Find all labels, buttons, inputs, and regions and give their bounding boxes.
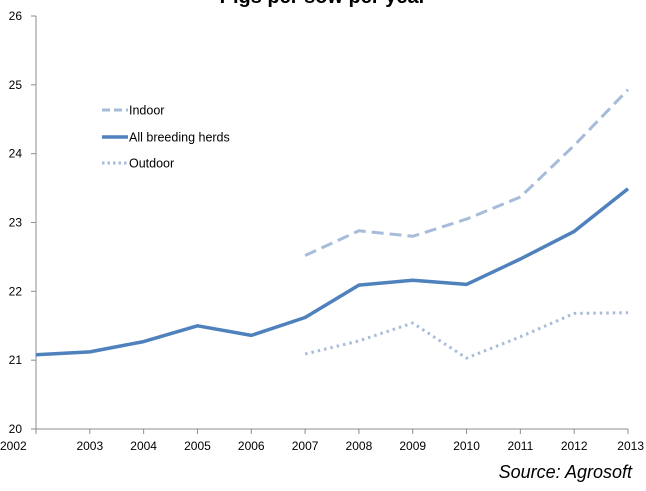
y-tick-label: 26 — [9, 9, 23, 23]
x-tick-label: 2002 — [0, 439, 27, 453]
y-tick-label: 24 — [9, 147, 23, 161]
x-tick-label: 2005 — [184, 439, 211, 453]
series-line-outdoor — [304, 311, 629, 360]
chart-series — [35, 88, 630, 360]
y-tick-label: 25 — [9, 78, 23, 92]
legend-label-outdoor: Outdoor — [129, 157, 174, 171]
x-tick-label: 2013 — [617, 439, 644, 453]
source-note: Source: Agrosoft — [498, 462, 632, 482]
y-tick-label: 22 — [9, 284, 23, 298]
series-line-all-breeding-herds — [35, 187, 630, 357]
chart-title: Pigs per sow per year — [0, 0, 646, 9]
x-tick-label: 2010 — [453, 439, 480, 453]
series-line-indoor — [304, 88, 630, 257]
legend-label-indoor: Indoor — [129, 104, 164, 118]
x-tick-label: 2011 — [507, 439, 533, 453]
x-tick-label: 2009 — [399, 439, 426, 453]
x-tick-label: 2006 — [238, 439, 265, 453]
x-tick-label: 2003 — [76, 439, 103, 453]
chart-legend: Indoor All breeding herds Outdoor — [102, 104, 230, 171]
x-tick-label: 2004 — [130, 439, 157, 453]
y-tick-label: 21 — [9, 353, 23, 367]
x-tick-label: 2008 — [346, 439, 373, 453]
y-tick-label: 23 — [9, 216, 23, 230]
x-tick-label: 2012 — [561, 439, 588, 453]
chart-axes: 20 21 22 23 24 25 26 2002 2003 2004 2005 2006 2007 20… — [0, 9, 644, 453]
legend-label-all-breeding-herds: All breeding herds — [129, 131, 230, 145]
y-tick-label: 20 — [9, 422, 23, 436]
x-tick-label: 2007 — [292, 439, 319, 453]
